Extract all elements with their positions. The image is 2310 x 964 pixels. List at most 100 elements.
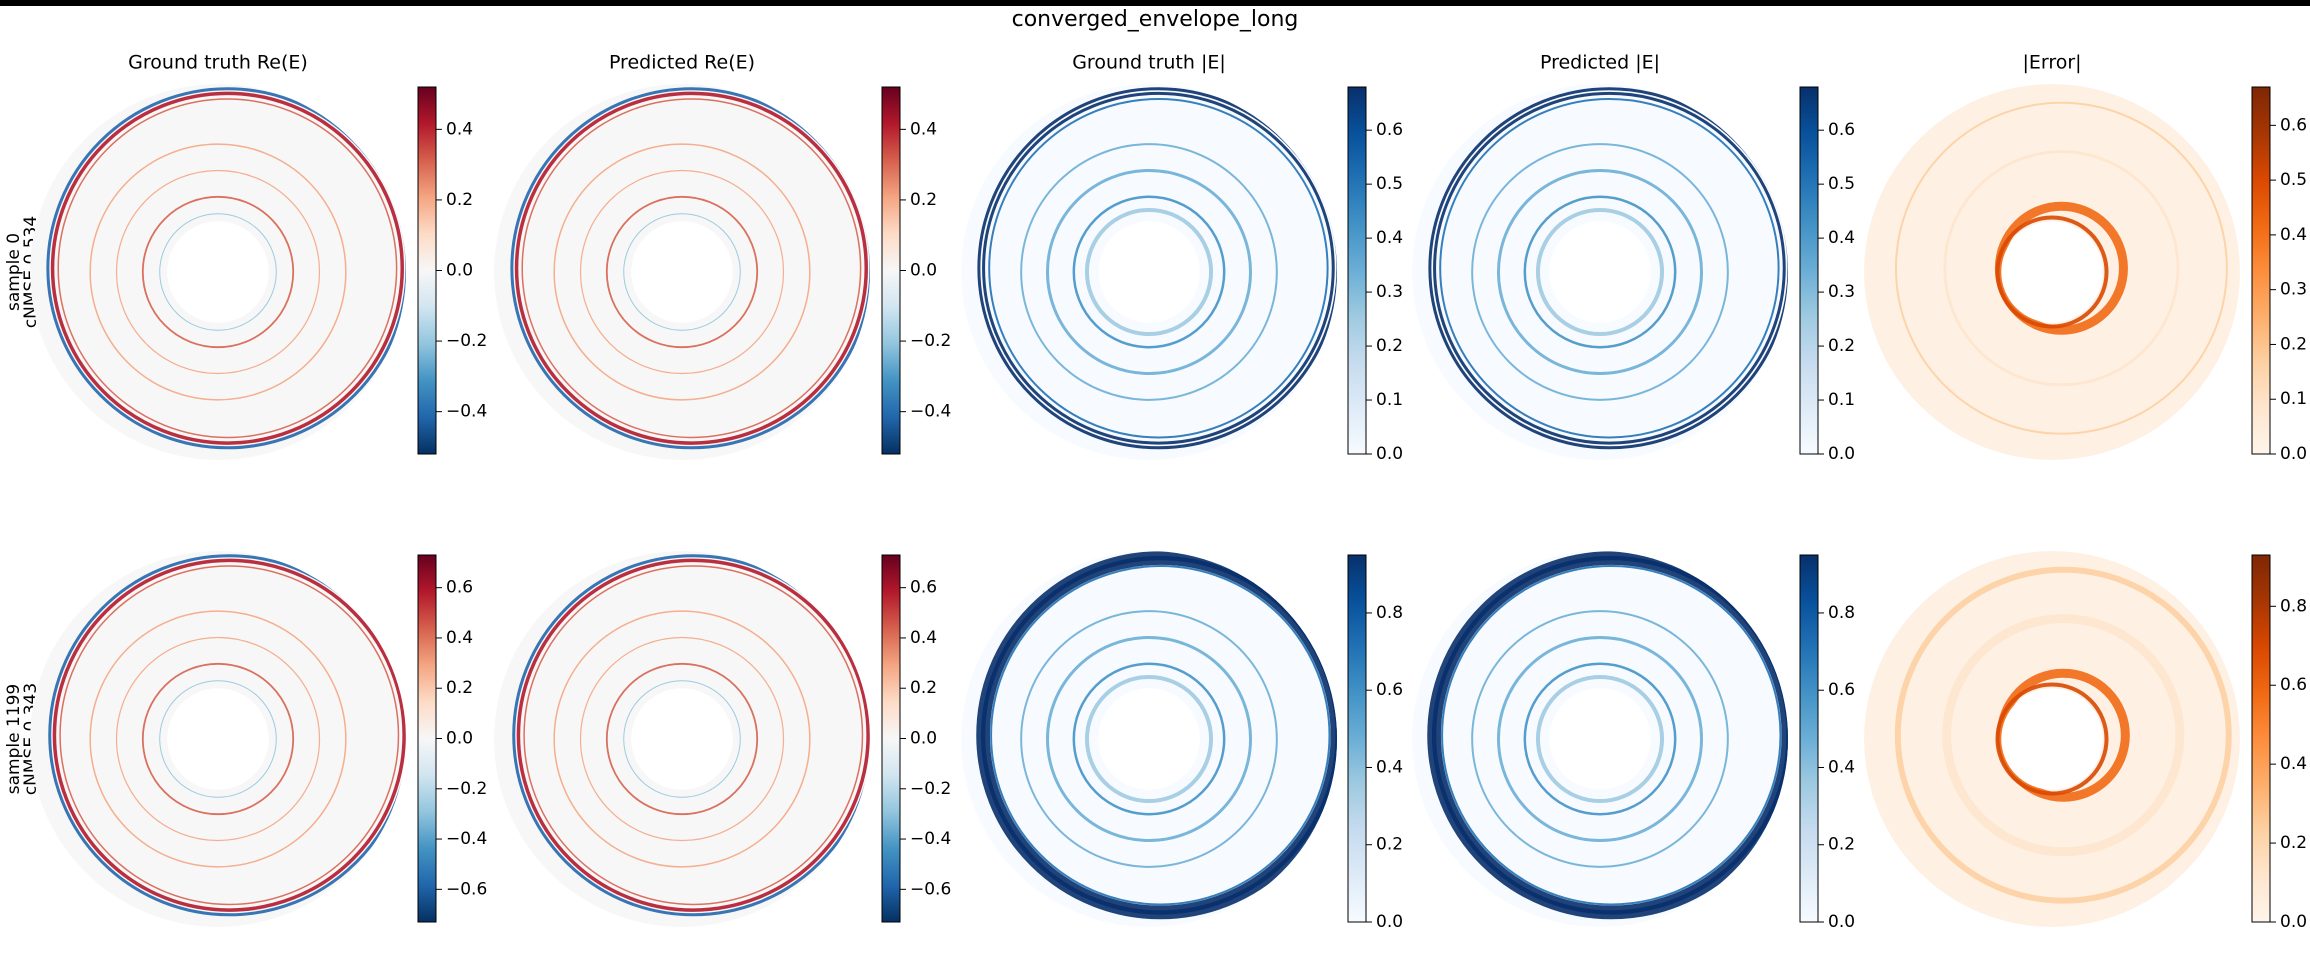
hole	[2001, 221, 2103, 323]
colorbar-tick-label: −0.4	[446, 402, 487, 422]
colorbar	[1347, 86, 1367, 455]
panel-title: Predicted |E|	[1540, 52, 1660, 74]
colorbar-tick-label: −0.4	[446, 829, 487, 849]
ring	[510, 87, 870, 450]
ring	[623, 213, 741, 331]
heatmap	[1412, 84, 1788, 460]
panel-title: Predicted Re(E)	[609, 52, 755, 74]
colorbar-tick-label: −0.2	[446, 331, 487, 351]
colorbar-tick-label: 0.8	[1828, 603, 1855, 623]
colorbar-tick-label: 0.6	[910, 578, 937, 598]
ring	[1996, 668, 2130, 802]
ring	[1471, 610, 1729, 868]
ring	[1995, 215, 2109, 329]
heatmap	[1412, 551, 1788, 927]
ring	[1535, 207, 1665, 337]
colorbar-tick-label: 0.8	[2280, 596, 2307, 616]
ring	[89, 610, 347, 868]
ring	[605, 662, 759, 816]
colorbar-tick-label: 0.2	[446, 190, 473, 210]
ring	[623, 680, 741, 798]
ring	[159, 680, 277, 798]
colorbar-tick-label: 0.4	[1376, 228, 1403, 248]
colorbar	[1799, 86, 1819, 455]
colorbar-tick-label: 0.8	[1376, 603, 1403, 623]
ring	[605, 195, 759, 349]
colorbar-tick-label: 0.4	[1828, 228, 1855, 248]
colorbar-tick-label: 0.4	[1376, 757, 1403, 777]
colorbar-tick-label: 0.2	[1376, 336, 1403, 356]
colorbar-tick-label: 0.6	[1376, 680, 1403, 700]
colorbar-tick-label: 0.5	[1828, 174, 1855, 194]
colorbar-tick-label: 0.3	[2280, 280, 2307, 300]
ring	[553, 143, 811, 401]
ring	[59, 565, 400, 906]
ring	[521, 98, 862, 439]
colorbar-tick-label: 0.6	[1828, 120, 1855, 140]
heatmap	[30, 551, 406, 927]
colorbar-tick-label: 0.2	[910, 678, 937, 698]
colorbar-tick-label: 0.2	[910, 190, 937, 210]
panel-title: |Error|	[2022, 52, 2081, 74]
colorbar	[417, 86, 437, 455]
ring	[46, 87, 406, 450]
hole	[2001, 688, 2103, 790]
heatmap	[1864, 84, 2240, 460]
colorbar-tick-label: 0.2	[2280, 334, 2307, 354]
colorbar-tick-label: 0.6	[446, 578, 473, 598]
ring	[1441, 565, 1782, 906]
colorbar-tick-label: 0.0	[2280, 912, 2307, 932]
ring	[1439, 98, 1780, 439]
colorbar-tick-label: 0.6	[2280, 115, 2307, 135]
colorbar-tick-label: 0.6	[2280, 675, 2307, 695]
ring	[1020, 143, 1278, 401]
colorbar	[1799, 554, 1819, 923]
ring	[1943, 150, 2180, 387]
ring	[52, 558, 406, 912]
colorbar-tick-label: −0.2	[446, 779, 487, 799]
ring	[1496, 635, 1704, 843]
colorbar-tick-label: 0.2	[1376, 835, 1403, 855]
colorbar-tick-label: 0.0	[1828, 912, 1855, 932]
hole	[167, 221, 269, 323]
ring	[579, 636, 785, 842]
ring	[988, 98, 1329, 439]
colorbar-tick-label: 0.4	[446, 119, 473, 139]
colorbar-tick-label: 0.2	[1828, 835, 1855, 855]
ring	[1045, 635, 1253, 843]
ring	[89, 143, 347, 401]
heatmap	[494, 84, 870, 460]
colorbar-tick-label: −0.4	[910, 829, 951, 849]
colorbar-tick-label: −0.2	[910, 779, 951, 799]
colorbar-tick-label: 0.3	[1376, 282, 1403, 302]
ring	[1431, 555, 1788, 915]
hole	[631, 688, 733, 790]
colorbar-tick-label: 0.4	[910, 628, 937, 648]
ring	[579, 169, 785, 375]
ring	[1995, 682, 2109, 796]
ring	[1496, 168, 1704, 376]
colorbar-tick-label: 0.3	[1828, 282, 1855, 302]
colorbar-tick-label: −0.4	[910, 402, 951, 422]
ring	[1535, 674, 1665, 804]
colorbar-tick-label: 0.1	[1376, 390, 1403, 410]
colorbar-tick-label: 0.0	[1828, 444, 1855, 464]
colorbar-tick-label: 0.2	[2280, 833, 2307, 853]
ring	[115, 636, 321, 842]
panel-title: Ground truth Re(E)	[128, 52, 308, 74]
top-bar	[0, 0, 2310, 6]
colorbar-tick-label: 0.0	[446, 729, 473, 749]
ring	[1020, 610, 1278, 868]
colorbar-tick-label: 0.4	[910, 119, 937, 139]
ring	[115, 169, 321, 375]
colorbar-tick-label: 0.0	[1376, 444, 1403, 464]
colorbar-tick-label: 0.4	[1828, 757, 1855, 777]
ring	[1427, 551, 1788, 920]
colorbar	[881, 86, 901, 455]
colorbar-tick-label: 0.6	[1828, 680, 1855, 700]
ring	[523, 565, 864, 906]
ring	[1894, 101, 2228, 435]
ring	[1084, 207, 1214, 337]
ring	[1942, 614, 2185, 857]
